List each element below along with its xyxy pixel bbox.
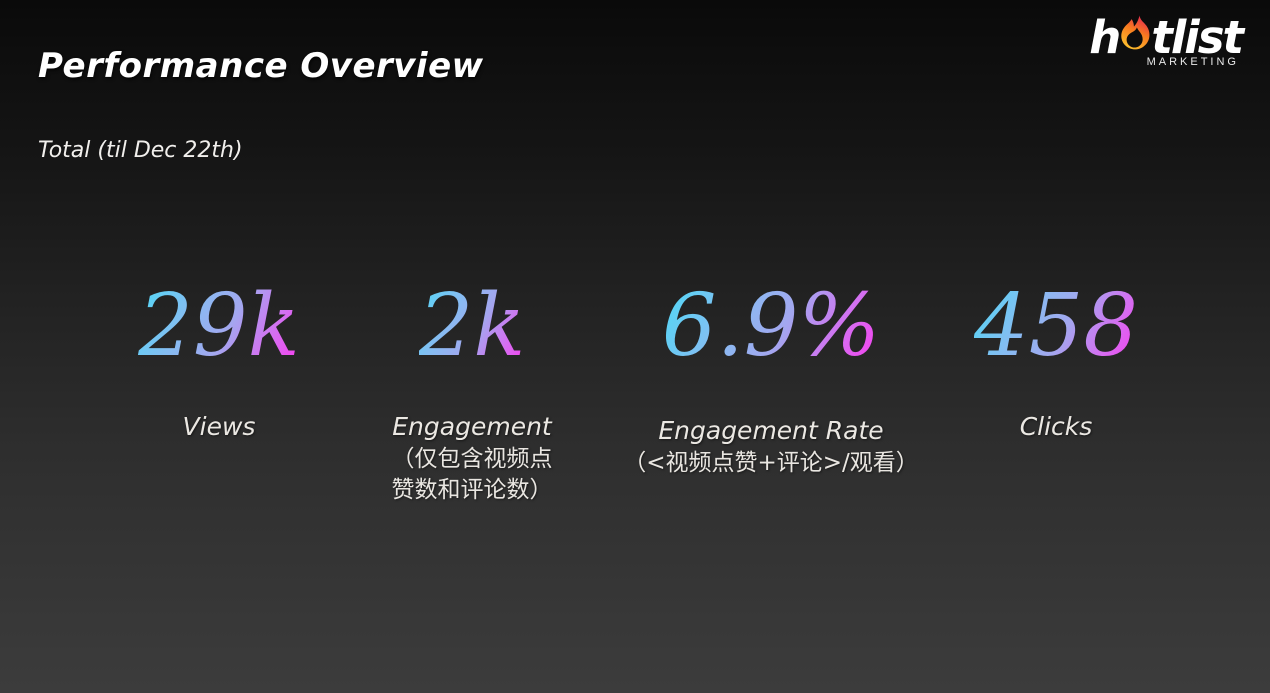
metric-engagement: 2k Engagement （仅包含视频点 赞数和评论数） (331, 278, 613, 505)
metric-engagement-note: （仅包含视频点 赞数和评论数） (331, 444, 613, 505)
page-title: Performance Overview (38, 46, 484, 86)
metric-clicks: 458 Clicks (915, 276, 1197, 442)
metric-engagement-note-line1: （仅包含视频点 (391, 446, 553, 473)
logo-word-start: h (1089, 10, 1121, 64)
hotlist-logo: h tlist MARKETING (1089, 10, 1244, 69)
metric-engagement-rate-label: Engagement Rate (658, 416, 884, 446)
metric-clicks-value: 458 (973, 276, 1139, 376)
logo-tagline: MARKETING (1146, 56, 1239, 68)
metric-views-value: 29k (138, 276, 300, 376)
metric-engagement-rate: 6.9% Engagement Rate （<视频点赞+评论>/观看） (608, 278, 934, 479)
metric-views-label: Views (182, 412, 256, 442)
logo-word-end: tlist (1151, 10, 1244, 64)
metric-clicks-label: Clicks (1019, 412, 1093, 442)
metric-engagement-label: Engagement (392, 412, 552, 442)
metric-views: 29k Views (79, 276, 359, 442)
metric-engagement-note-line2: 赞数和评论数） (391, 476, 553, 503)
metric-engagement-rate-value: 6.9% (661, 276, 881, 376)
flame-icon (1121, 15, 1150, 50)
subtitle: Total (til Dec 22th) (38, 138, 243, 163)
metric-engagement-value: 2k (418, 276, 526, 376)
logo-wordmark: h tlist (1089, 10, 1244, 64)
metric-engagement-rate-note: （<视频点赞+评论>/观看） (623, 450, 919, 477)
